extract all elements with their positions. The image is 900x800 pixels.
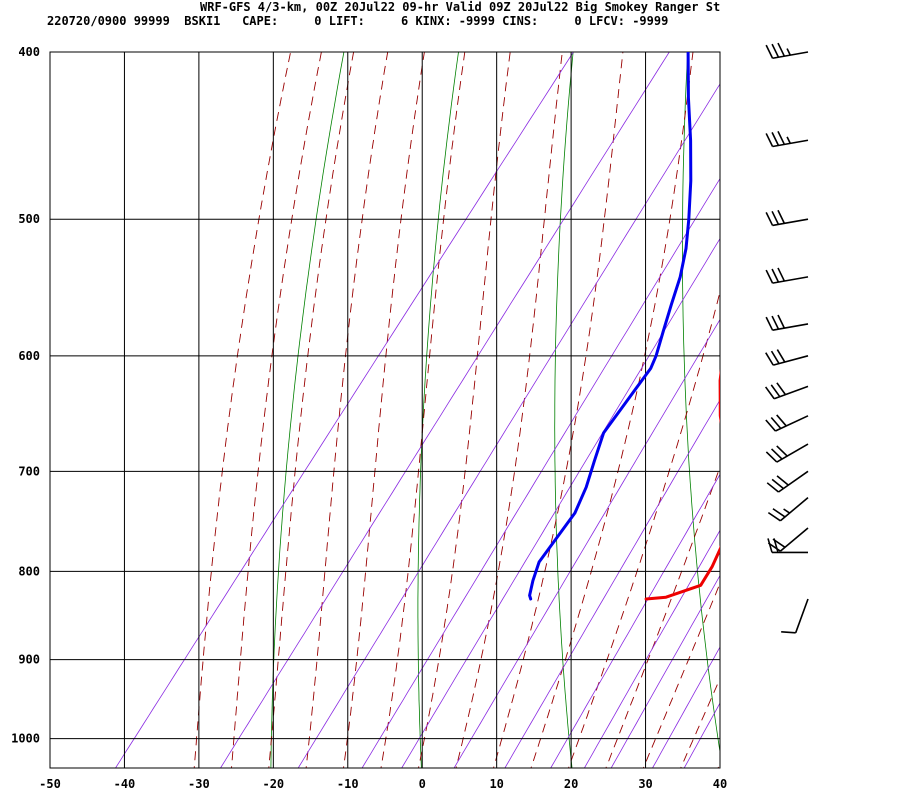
wind-barb (781, 598, 809, 634)
pressure-tick-label: 900 (18, 653, 40, 667)
pressure-tick-label: 500 (18, 212, 40, 226)
mixing-ratio-line (652, 646, 720, 768)
moist-adiabat (418, 52, 511, 768)
moist-adiabat (680, 677, 720, 768)
mixing-ratio-line (583, 529, 720, 768)
mixing-ratio-line (550, 473, 720, 768)
pressure-tick-label: 1000 (11, 732, 40, 746)
wind-barb (765, 42, 809, 60)
mixing-ratio-line (297, 83, 720, 768)
moist-adiabat (380, 52, 466, 768)
mixing-ratio-line (401, 237, 720, 768)
wind-barb (765, 349, 809, 366)
moist-adiabat (305, 52, 389, 768)
moist-adiabat (455, 52, 563, 768)
pressure-tick-label: 700 (18, 464, 40, 478)
temperature-tick-label: -50 (39, 777, 61, 791)
sounding-indices: 220720/0900 99999 BSKI1 CAPE: 0 LIFT: 6 … (47, 14, 669, 28)
chart-title: WRF-GFS 4/3-km, 00Z 20Jul22 09-hr Valid … (200, 0, 721, 14)
dewpoint-profile (528, 52, 693, 601)
moist-adiabat (642, 582, 720, 768)
temperature-profile (644, 368, 720, 601)
moist-adiabat (193, 52, 292, 768)
mixing-ratio-line (361, 177, 720, 768)
temperature-tick-label: 0 (419, 777, 426, 791)
wind-barb (765, 130, 809, 148)
pressure-tick-label: 600 (18, 349, 40, 363)
dry-adiabat (417, 52, 459, 768)
wind-barb (765, 443, 809, 463)
moist-adiabat (568, 290, 720, 768)
mixing-ratio-line (683, 702, 720, 768)
mixing-ratio-line (115, 52, 574, 768)
wind-barb (765, 314, 809, 331)
temperature-tick-label: 30 (638, 777, 652, 791)
dry-adiabat (802, 14, 875, 776)
mixing-ratio-line (453, 318, 720, 768)
temperature-tick-label: 20 (564, 777, 578, 791)
wind-barb (764, 382, 809, 400)
dry-adiabat (682, 52, 720, 755)
wind-barb (766, 470, 809, 493)
wind-barb (765, 414, 809, 432)
pressure-tick-label: 800 (18, 564, 40, 578)
dry-adiabat (270, 52, 345, 768)
temperature-tick-label: 10 (489, 777, 503, 791)
temperature-tick-label: -40 (114, 777, 136, 791)
wind-barb (765, 209, 809, 227)
temperature-tick-label: -10 (337, 777, 359, 791)
moist-adiabat (268, 52, 355, 768)
moist-adiabat (717, 762, 720, 768)
temperature-tick-label: -20 (262, 777, 284, 791)
wind-barb (767, 497, 809, 522)
temperature-tick-label: 40 (713, 777, 727, 791)
mixing-ratio-line (220, 52, 670, 768)
wind-barb (765, 267, 809, 284)
temperature-tick-label: -30 (188, 777, 210, 791)
dry-adiabat (554, 52, 574, 768)
wind-barb (767, 538, 808, 554)
moist-adiabat (752, 14, 900, 776)
mixing-ratio-line (610, 574, 720, 768)
moist-adiabat (530, 52, 694, 768)
mixing-ratio-line (504, 399, 720, 768)
pressure-tick-label: 400 (18, 45, 40, 59)
moist-adiabat (231, 52, 322, 768)
moist-adiabat (343, 52, 425, 768)
moist-adiabat (605, 465, 720, 768)
